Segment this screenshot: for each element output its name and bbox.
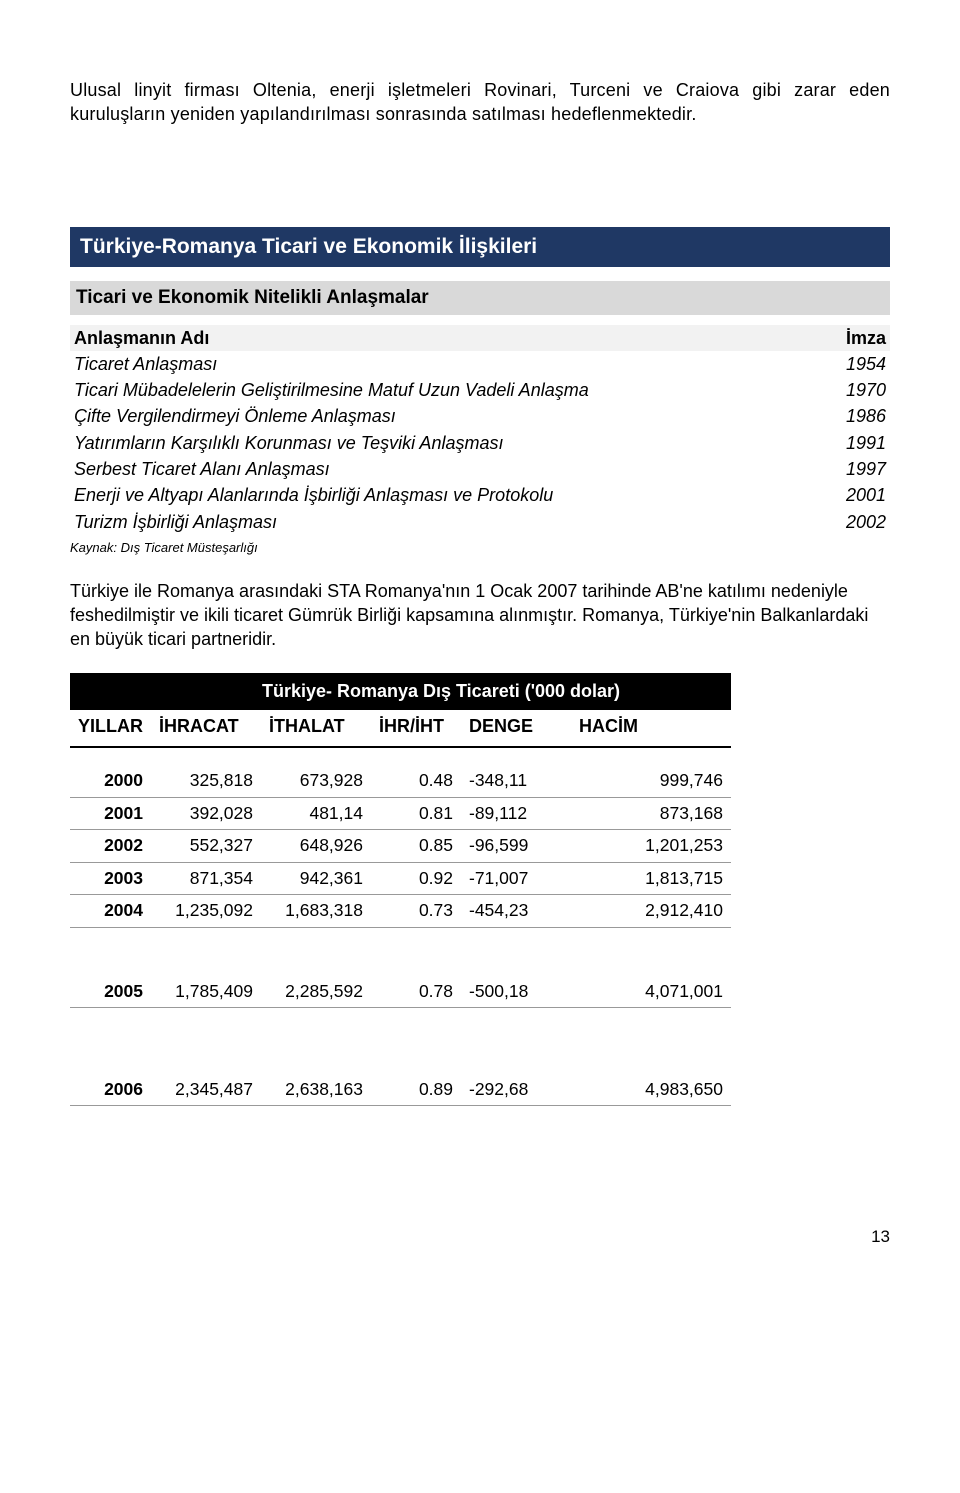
table-row: 2005 1,785,409 2,285,592 0.78 -500,18 4,… <box>70 976 731 1008</box>
agreement-name: Enerji ve Altyapı Alanlarında İşbirliği … <box>70 482 810 508</box>
agreement-name: Ticaret Anlaşması <box>70 351 810 377</box>
section-title-bar: Türkiye-Romanya Ticari ve Ekonomik İlişk… <box>70 227 890 267</box>
cell-ihracat: 552,327 <box>151 830 261 863</box>
cell-denge: -292,68 <box>461 1074 571 1106</box>
cell-ratio: 0.73 <box>371 895 461 928</box>
cell-ihracat: 392,028 <box>151 797 261 830</box>
trade-title: Türkiye- Romanya Dış Ticareti ('000 dola… <box>151 673 731 709</box>
cell-ratio: 0.89 <box>371 1074 461 1106</box>
cell-ithalat: 2,638,163 <box>261 1074 371 1106</box>
cell-year: 2001 <box>70 797 151 830</box>
agreement-year: 1997 <box>810 456 890 482</box>
table-row: Ticari Mübadelelerin Geliştirilmesine Ma… <box>70 377 890 403</box>
cell-ithalat: 942,361 <box>261 862 371 895</box>
cell-year: 2003 <box>70 862 151 895</box>
agreements-table: Anlaşmanın Adı İmza Ticaret Anlaşması195… <box>70 325 890 535</box>
table-row: Serbest Ticaret Alanı Anlaşması1997 <box>70 456 890 482</box>
cell-denge: -454,23 <box>461 895 571 928</box>
cell-ithalat: 648,926 <box>261 830 371 863</box>
col-ihracat: İHRACAT <box>151 710 261 747</box>
cell-hacim: 2,912,410 <box>571 895 731 928</box>
agreement-name: Yatırımların Karşılıklı Korunması ve Teş… <box>70 430 810 456</box>
col-ithalat: İTHALAT <box>261 710 371 747</box>
col-hacim: HACİM <box>571 710 731 747</box>
cell-ratio: 0.85 <box>371 830 461 863</box>
cell-ratio: 0.92 <box>371 862 461 895</box>
agreements-col-year: İmza <box>810 325 890 351</box>
cell-hacim: 999,746 <box>571 765 731 797</box>
body-paragraph: Türkiye ile Romanya arasındaki STA Roman… <box>70 579 890 652</box>
agreement-name: Turizm İşbirliği Anlaşması <box>70 509 810 535</box>
table-row: Yatırımların Karşılıklı Korunması ve Teş… <box>70 430 890 456</box>
agreement-year: 2001 <box>810 482 890 508</box>
cell-hacim: 1,201,253 <box>571 830 731 863</box>
cell-ithalat: 2,285,592 <box>261 976 371 1008</box>
agreements-header-row: Anlaşmanın Adı İmza <box>70 325 890 351</box>
page-number: 13 <box>70 1226 890 1249</box>
cell-ihracat: 871,354 <box>151 862 261 895</box>
agreement-name: Serbest Ticaret Alanı Anlaşması <box>70 456 810 482</box>
table-row: 2002 552,327 648,926 0.85 -96,599 1,201,… <box>70 830 731 863</box>
cell-hacim: 1,813,715 <box>571 862 731 895</box>
cell-ihracat: 325,818 <box>151 765 261 797</box>
table-row: 2006 2,345,487 2,638,163 0.89 -292,68 4,… <box>70 1074 731 1106</box>
trade-table: Türkiye- Romanya Dış Ticareti ('000 dola… <box>70 673 731 1106</box>
cell-year: 2002 <box>70 830 151 863</box>
cell-ihracat: 1,785,409 <box>151 976 261 1008</box>
agreement-year: 1991 <box>810 430 890 456</box>
cell-hacim: 4,983,650 <box>571 1074 731 1106</box>
col-yillar: YILLAR <box>70 710 151 747</box>
agreement-year: 1986 <box>810 403 890 429</box>
cell-denge: -96,599 <box>461 830 571 863</box>
cell-ithalat: 1,683,318 <box>261 895 371 928</box>
table-row: Turizm İşbirliği Anlaşması2002 <box>70 509 890 535</box>
source-note: Kaynak: Dış Ticaret Müsteşarlığı <box>70 539 890 557</box>
cell-hacim: 4,071,001 <box>571 976 731 1008</box>
col-denge: DENGE <box>461 710 571 747</box>
table-row: 2000 325,818 673,928 0.48 -348,11 999,74… <box>70 765 731 797</box>
table-row: 2001 392,028 481,14 0.81 -89,112 873,168 <box>70 797 731 830</box>
cell-year: 2006 <box>70 1074 151 1106</box>
cell-year: 2005 <box>70 976 151 1008</box>
col-ratio: İHR/İHT <box>371 710 461 747</box>
cell-denge: -500,18 <box>461 976 571 1008</box>
cell-ratio: 0.78 <box>371 976 461 1008</box>
cell-ihracat: 2,345,487 <box>151 1074 261 1106</box>
cell-denge: -71,007 <box>461 862 571 895</box>
agreement-name: Çifte Vergilendirmeyi Önleme Anlaşması <box>70 403 810 429</box>
intro-paragraph: Ulusal linyit firması Oltenia, enerji iş… <box>70 78 890 127</box>
agreement-year: 2002 <box>810 509 890 535</box>
table-row: 2003 871,354 942,361 0.92 -71,007 1,813,… <box>70 862 731 895</box>
cell-denge: -89,112 <box>461 797 571 830</box>
table-row: 2004 1,235,092 1,683,318 0.73 -454,23 2,… <box>70 895 731 928</box>
cell-denge: -348,11 <box>461 765 571 797</box>
agreements-col-name: Anlaşmanın Adı <box>70 325 810 351</box>
agreement-year: 1954 <box>810 351 890 377</box>
trade-title-row: Türkiye- Romanya Dış Ticareti ('000 dola… <box>70 673 731 709</box>
cell-hacim: 873,168 <box>571 797 731 830</box>
agreement-name: Ticari Mübadelelerin Geliştirilmesine Ma… <box>70 377 810 403</box>
cell-ratio: 0.48 <box>371 765 461 797</box>
trade-columns-row: YILLAR İHRACAT İTHALAT İHR/İHT DENGE HAC… <box>70 710 731 747</box>
cell-year: 2000 <box>70 765 151 797</box>
cell-ratio: 0.81 <box>371 797 461 830</box>
table-row: Ticaret Anlaşması1954 <box>70 351 890 377</box>
table-row: Çifte Vergilendirmeyi Önleme Anlaşması19… <box>70 403 890 429</box>
subsection-header: Ticari ve Ekonomik Nitelikli Anlaşmalar <box>70 281 890 315</box>
cell-ithalat: 481,14 <box>261 797 371 830</box>
table-row: Enerji ve Altyapı Alanlarında İşbirliği … <box>70 482 890 508</box>
agreement-year: 1970 <box>810 377 890 403</box>
cell-year: 2004 <box>70 895 151 928</box>
cell-ihracat: 1,235,092 <box>151 895 261 928</box>
cell-ithalat: 673,928 <box>261 765 371 797</box>
